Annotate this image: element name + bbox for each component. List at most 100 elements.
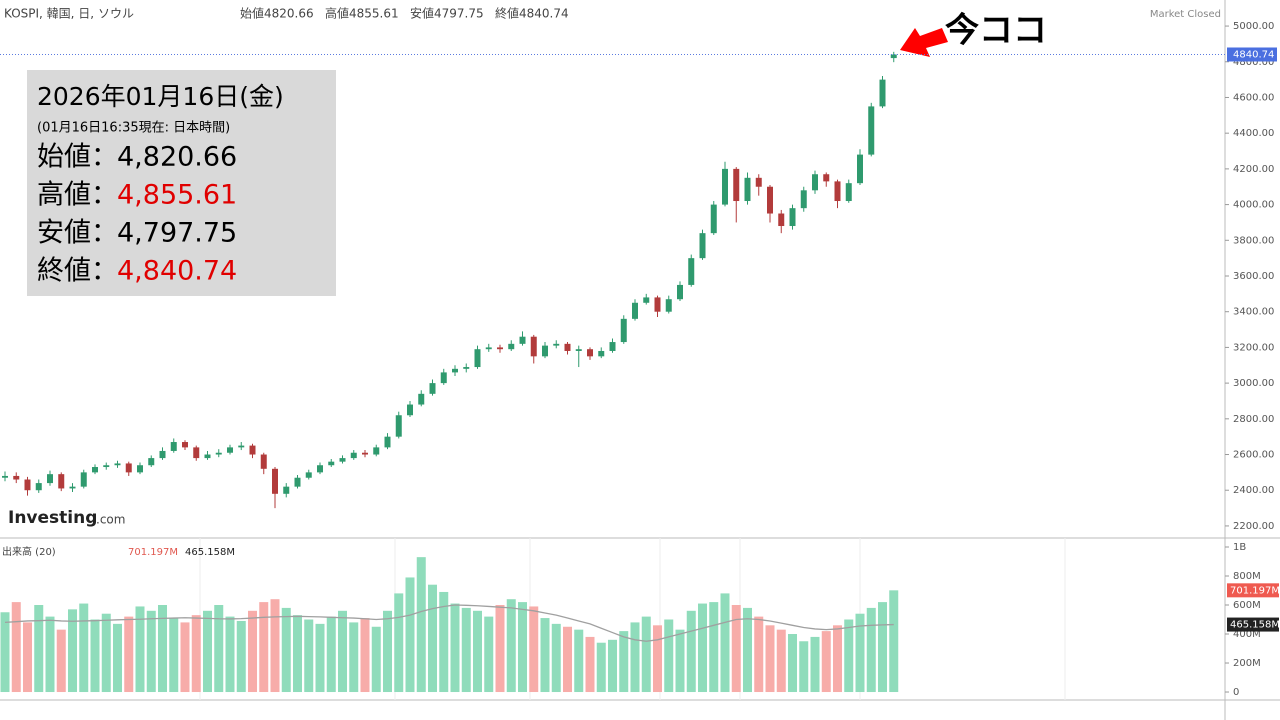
logo: Investing	[8, 508, 97, 528]
volume-tag-label: 701.197M	[1230, 585, 1280, 596]
volume-bar	[394, 593, 404, 693]
candle-body	[857, 154, 863, 184]
volume-bar	[686, 610, 696, 693]
volume-tag	[1227, 617, 1279, 632]
info-value: 4,797.75	[117, 218, 237, 249]
y-tick-label: 4800.00	[1233, 57, 1274, 68]
volume-bar	[45, 616, 55, 693]
y-tick-label: 400M	[1233, 629, 1261, 640]
y-tick-label: 3800.00	[1233, 235, 1274, 246]
volume-bar	[776, 629, 786, 693]
info-date: 2026年01月16日(金)	[37, 82, 284, 111]
info-value: 4,855.61	[117, 180, 237, 211]
volume-ma-last: 465.158M	[185, 547, 235, 558]
candle-body	[677, 284, 683, 300]
candle-body	[80, 472, 87, 487]
candle-body	[429, 383, 436, 394]
candle-body	[812, 174, 818, 191]
candle-body	[294, 477, 301, 487]
candle-body	[170, 442, 177, 451]
volume-bar	[248, 610, 257, 693]
candle-body	[204, 454, 211, 459]
volume-bar	[11, 602, 21, 693]
header-value: 4855.61	[349, 7, 399, 21]
volume-bar	[641, 616, 651, 693]
volume-bar	[506, 599, 516, 693]
candle-body	[710, 204, 717, 234]
volume-bar	[293, 615, 302, 693]
volume-bar	[191, 615, 201, 693]
candle-body	[699, 233, 706, 259]
volume-bar	[203, 610, 212, 693]
volume-bar	[765, 625, 775, 693]
header-label: 安値	[410, 6, 434, 21]
volume-bar	[34, 605, 44, 693]
candle-body	[609, 342, 616, 351]
candle-body	[384, 436, 391, 448]
header-value: 4840.74	[519, 7, 569, 21]
info-note: (01月16日16:35現在: 日本時間)	[37, 121, 230, 136]
info-value: 4,820.66	[117, 142, 237, 173]
volume-bar	[23, 622, 32, 693]
volume-bar	[338, 610, 347, 693]
y-tick-label: 4200.00	[1233, 164, 1274, 175]
volume-bar	[743, 607, 752, 693]
y-tick-label: 2800.00	[1233, 414, 1274, 425]
current-price-label: 4840.74	[1233, 49, 1274, 60]
candle-body	[845, 183, 852, 202]
candle-body	[238, 445, 245, 448]
info-label: 始値：	[37, 142, 118, 173]
info-label: 終値：	[37, 256, 118, 287]
candle-body	[564, 343, 571, 351]
volume-bar	[810, 636, 820, 693]
volume-bar	[709, 602, 719, 693]
arrow	[900, 28, 948, 57]
volume-bar	[225, 616, 235, 693]
volume-title: 出来高 (20)	[2, 545, 56, 558]
candle-body	[778, 213, 785, 227]
volume-bar	[68, 609, 77, 693]
volume-bar	[113, 623, 122, 693]
candle-body	[58, 474, 65, 489]
volume-bar	[304, 619, 314, 693]
candle-body	[834, 181, 841, 202]
candle-body	[800, 190, 807, 209]
candle-body	[182, 442, 188, 448]
volume-bar	[720, 593, 730, 693]
volume-bar	[0, 612, 10, 693]
volume-bar	[315, 623, 325, 693]
volume-bar	[585, 636, 595, 693]
candle-body	[272, 468, 278, 494]
header-label: 高値	[325, 6, 349, 21]
y-tick-label: 2400.00	[1233, 485, 1274, 496]
candle-body	[114, 463, 121, 466]
volume-bar	[383, 610, 392, 693]
candle-body	[598, 350, 605, 357]
volume-bar	[574, 629, 584, 693]
volume-bar	[855, 613, 865, 693]
volume-bar	[371, 626, 381, 693]
candle-body	[24, 479, 31, 491]
y-tick-label: 800M	[1233, 571, 1261, 582]
volume-bar	[563, 626, 572, 693]
y-tick-label: 3200.00	[1233, 342, 1274, 353]
candle-body	[508, 343, 515, 350]
volume-bar	[495, 605, 505, 693]
logo-suffix: .com	[96, 513, 125, 527]
candle-body	[823, 174, 830, 182]
info-rows: 始値： 4,820.66 高値： 4,855.61 安値： 4,797.75 終値： 4,84…	[37, 142, 237, 287]
volume-bar	[788, 634, 797, 693]
y-tick-label: 1B	[1233, 542, 1246, 553]
candle-body	[373, 447, 380, 455]
volume-bar	[416, 557, 426, 693]
volume-bar	[450, 603, 460, 693]
info-label: 安値：	[37, 218, 118, 249]
volume-bar	[731, 605, 741, 693]
volume-bar	[653, 625, 662, 693]
volume-bar	[821, 631, 831, 693]
candle-body	[688, 258, 695, 285]
symbol[interactable]: KOSPI, 韓国, 日, ソウル	[4, 7, 134, 21]
candle-body	[339, 458, 346, 462]
candle-body	[47, 474, 53, 484]
